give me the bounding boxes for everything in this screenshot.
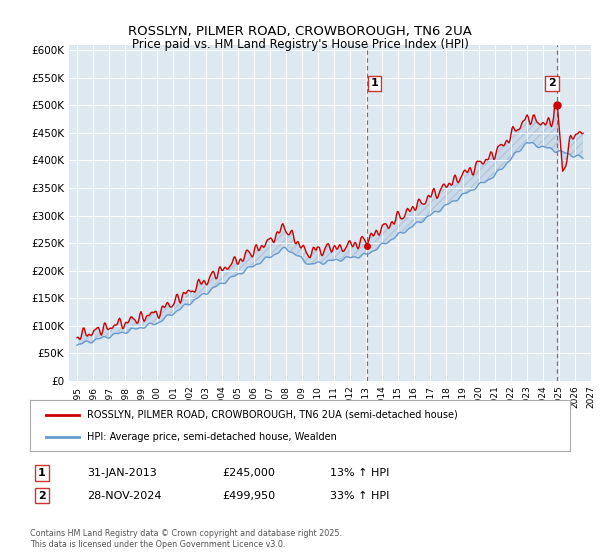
Text: 1: 1 [38,468,46,478]
Text: 1: 1 [371,78,379,88]
Text: ROSSLYN, PILMER ROAD, CROWBOROUGH, TN6 2UA (semi-detached house): ROSSLYN, PILMER ROAD, CROWBOROUGH, TN6 2… [86,409,457,419]
Text: £245,000: £245,000 [222,468,275,478]
Text: £499,950: £499,950 [222,491,275,501]
Text: 33% ↑ HPI: 33% ↑ HPI [330,491,389,501]
Text: HPI: Average price, semi-detached house, Wealden: HPI: Average price, semi-detached house,… [86,432,337,442]
Text: 13% ↑ HPI: 13% ↑ HPI [330,468,389,478]
Text: 2: 2 [38,491,46,501]
Text: 28-NOV-2024: 28-NOV-2024 [87,491,161,501]
Text: 2: 2 [548,78,556,88]
Text: 31-JAN-2013: 31-JAN-2013 [87,468,157,478]
Text: Contains HM Land Registry data © Crown copyright and database right 2025.
This d: Contains HM Land Registry data © Crown c… [30,529,342,549]
Text: ROSSLYN, PILMER ROAD, CROWBOROUGH, TN6 2UA: ROSSLYN, PILMER ROAD, CROWBOROUGH, TN6 2… [128,25,472,38]
Text: Price paid vs. HM Land Registry's House Price Index (HPI): Price paid vs. HM Land Registry's House … [131,38,469,51]
